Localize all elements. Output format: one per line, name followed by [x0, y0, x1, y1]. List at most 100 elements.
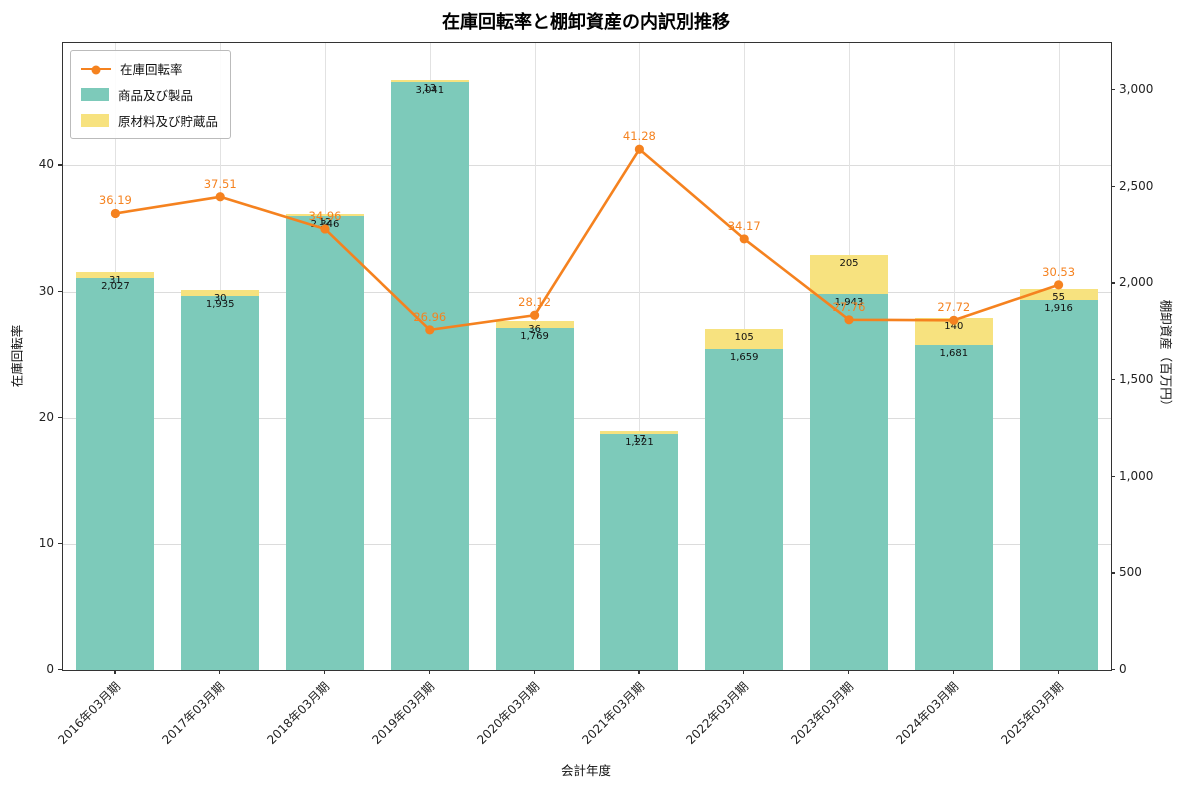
turnover-point-label: 37.51	[203, 176, 237, 191]
bar-segment-raw-materials	[495, 321, 574, 328]
left-axis-tick-label: 10	[38, 535, 54, 550]
bar-segment-products	[600, 433, 679, 670]
turnover-point-label: 30.53	[1042, 264, 1076, 279]
x-tick-mark	[952, 670, 954, 674]
x-tick-mark	[743, 670, 745, 674]
bar-segment-products	[495, 327, 574, 670]
turnover-point-label: 27.72	[937, 300, 971, 315]
right-tick-mark	[1111, 282, 1115, 284]
bar-segment-raw-materials	[286, 214, 364, 217]
x-tick-mark	[219, 670, 221, 674]
bar-label-raw-materials: 105	[734, 331, 754, 343]
bar-label-raw-materials: 13	[423, 82, 437, 94]
left-axis-label: 在庫回転率	[9, 324, 25, 388]
x-axis-label: 会計年度	[560, 763, 612, 778]
bar-label-products: 2,027	[101, 281, 130, 293]
bar-label-products: 1,221	[625, 436, 654, 448]
turnover-point-label: 27.76	[832, 299, 866, 314]
bar-segment-raw-materials	[600, 430, 679, 434]
bar-segment-raw-materials	[181, 290, 260, 296]
left-axis-tick-label: 30	[38, 283, 54, 298]
grid-line-horizontal	[63, 291, 1111, 293]
bar-segment-products	[1019, 299, 1098, 670]
bar-segment-products	[810, 294, 888, 670]
bar-label-products: 1,659	[729, 352, 759, 364]
bar-segment-products	[76, 278, 155, 670]
bar-label-products: 1,681	[939, 347, 969, 359]
x-axis-tick-label: 2024年03月期	[893, 679, 962, 748]
turnover-line-point	[634, 144, 645, 154]
right-tick-mark	[1111, 572, 1115, 574]
grid-line-horizontal	[63, 165, 1111, 167]
left-axis-tick-label: 40	[38, 157, 54, 172]
x-axis-tick-label: 2021年03月期	[578, 679, 647, 748]
bar-label-raw-materials: 205	[839, 257, 859, 269]
legend-label-raw-materials: 原材料及び貯蔵品	[118, 114, 219, 129]
turnover-point-label: 34.17	[727, 218, 761, 233]
right-axis-tick-label: 0	[1119, 662, 1127, 676]
legend-swatch-raw-materials	[81, 114, 109, 127]
x-tick-mark	[1057, 670, 1059, 674]
bar-label-raw-materials: 55	[1052, 291, 1065, 303]
legend-item-raw-materials: 原材料及び貯蔵品	[81, 111, 218, 130]
bar-segment-raw-materials	[705, 328, 784, 350]
legend-swatch-products	[81, 88, 109, 101]
x-axis-tick-label: 2018年03月期	[264, 679, 333, 748]
x-tick-mark	[428, 670, 430, 674]
x-axis-tick-label: 2022年03月期	[683, 679, 752, 748]
bar-label-raw-materials: 36	[528, 324, 541, 336]
x-tick-mark	[848, 670, 850, 674]
x-tick-mark	[114, 670, 116, 674]
left-axis-tick-label: 20	[38, 409, 54, 424]
left-tick-mark	[58, 542, 62, 545]
turnover-line-point	[844, 315, 854, 325]
turnover-point-label: 36.19	[98, 193, 132, 208]
turnover-line-point	[425, 325, 435, 335]
bar-label-products: 1,943	[834, 297, 864, 309]
bar-segment-products	[181, 295, 260, 670]
turnover-point-label: 28.12	[518, 295, 552, 310]
right-axis-tick-label: 2,500	[1119, 178, 1154, 193]
x-axis-tick-label: 2017年03月期	[159, 679, 228, 748]
legend-marker-dot	[91, 65, 101, 74]
turnover-point-label: 26.96	[413, 309, 447, 324]
chart-title: 在庫回転率と棚卸資産の内訳別推移	[442, 12, 730, 33]
right-axis-tick-label: 2,000	[1119, 275, 1154, 290]
bar-segment-raw-materials	[1019, 288, 1098, 300]
bar-label-raw-materials: 17	[633, 433, 646, 445]
x-tick-mark	[533, 670, 535, 674]
legend-item-turnover: 在庫回転率	[81, 59, 218, 78]
legend: 在庫回転率 商品及び製品 原材料及び貯蔵品	[70, 50, 232, 139]
bar-segment-raw-materials	[390, 79, 469, 83]
left-tick-mark	[58, 669, 62, 671]
bar-segment-products	[705, 349, 784, 670]
bar-segment-raw-materials	[810, 254, 888, 295]
bar-segment-products	[286, 216, 364, 670]
bar-segment-products	[914, 344, 993, 670]
x-axis-tick-label: 2020年03月期	[474, 679, 542, 748]
legend-label-products: 商品及び製品	[118, 88, 194, 103]
turnover-line-point	[739, 234, 749, 244]
bar-label-raw-materials: 140	[944, 320, 964, 332]
legend-label-turnover: 在庫回転率	[120, 62, 183, 77]
left-tick-mark	[58, 290, 62, 292]
x-axis-tick-label: 2025年03月期	[998, 679, 1066, 748]
plot-area: 在庫回転率 商品及び製品 原材料及び貯蔵品 2,027311,935302,34…	[62, 42, 1112, 671]
bar-label-products: 1,769	[520, 330, 549, 342]
x-axis-tick-label: 2023年03月期	[788, 679, 857, 748]
right-tick-mark	[1111, 185, 1115, 187]
right-tick-mark	[1111, 88, 1115, 91]
bar-segment-products	[390, 82, 469, 670]
bar-label-raw-materials: 31	[109, 275, 122, 287]
x-tick-mark	[638, 670, 640, 674]
bar-label-products: 3,041	[415, 85, 445, 97]
left-tick-mark	[58, 416, 62, 418]
right-axis-tick-label: 500	[1119, 565, 1142, 580]
bar-label-products: 1,916	[1044, 302, 1073, 314]
turnover-line-point	[110, 208, 120, 219]
left-axis-tick-label: 0	[46, 662, 54, 676]
left-tick-mark	[58, 164, 62, 166]
turnover-point-label: 34.96	[308, 208, 342, 223]
right-axis-tick-label: 3,000	[1119, 81, 1154, 96]
